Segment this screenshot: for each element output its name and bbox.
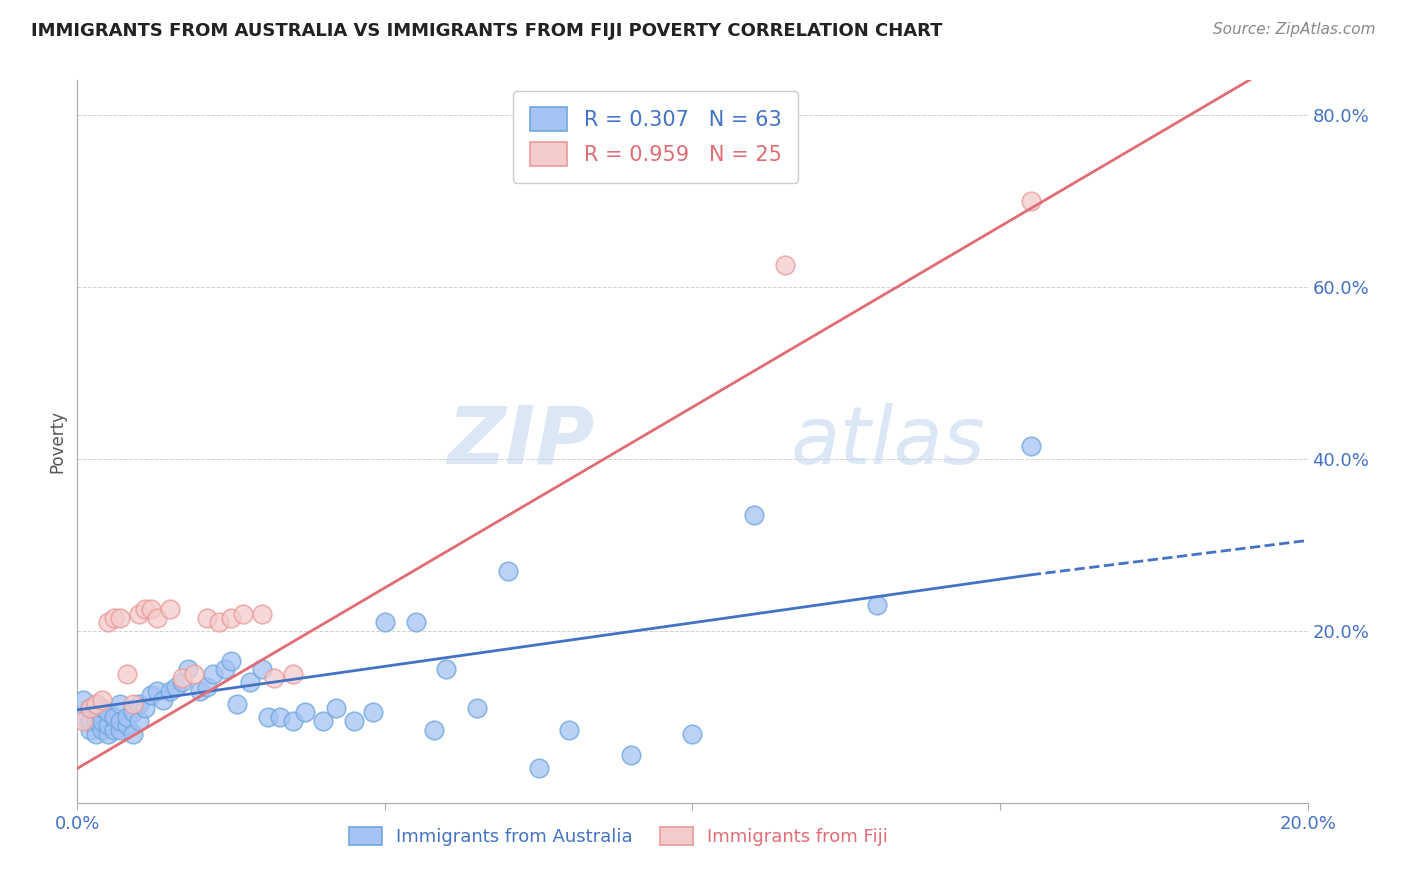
- Point: [361, 706, 384, 720]
- Point: [84, 706, 107, 720]
- Point: [496, 564, 519, 578]
- Point: [141, 602, 163, 616]
- Point: [103, 710, 125, 724]
- Point: [281, 666, 304, 681]
- Point: [121, 727, 143, 741]
- Point: [773, 258, 796, 272]
- Point: [423, 723, 446, 737]
- Point: [620, 748, 643, 763]
- Point: [103, 611, 125, 625]
- Point: [121, 697, 143, 711]
- Point: [90, 714, 114, 728]
- Point: [146, 684, 169, 698]
- Point: [97, 727, 120, 741]
- Point: [312, 714, 335, 728]
- Point: [465, 701, 488, 715]
- Point: [281, 714, 304, 728]
- Text: Source: ZipAtlas.com: Source: ZipAtlas.com: [1212, 22, 1375, 37]
- Legend: Immigrants from Australia, Immigrants from Fiji: Immigrants from Australia, Immigrants fr…: [340, 818, 897, 855]
- Text: IMMIGRANTS FROM AUSTRALIA VS IMMIGRANTS FROM FIJI POVERTY CORRELATION CHART: IMMIGRANTS FROM AUSTRALIA VS IMMIGRANTS …: [31, 22, 942, 40]
- Point: [103, 723, 125, 737]
- Point: [115, 718, 138, 732]
- Point: [294, 706, 316, 720]
- Point: [97, 706, 120, 720]
- Point: [405, 615, 427, 630]
- Point: [97, 718, 120, 732]
- Point: [177, 663, 200, 677]
- Point: [195, 611, 218, 625]
- Point: [115, 710, 138, 724]
- Point: [201, 666, 224, 681]
- Point: [214, 663, 236, 677]
- Point: [269, 710, 291, 724]
- Point: [121, 706, 143, 720]
- Point: [219, 654, 242, 668]
- Point: [1019, 439, 1042, 453]
- Point: [97, 615, 120, 630]
- Point: [325, 701, 347, 715]
- Point: [1019, 194, 1042, 208]
- Point: [84, 697, 107, 711]
- Point: [219, 611, 242, 625]
- Point: [79, 714, 101, 728]
- Point: [527, 761, 550, 775]
- Point: [84, 727, 107, 741]
- Point: [110, 611, 132, 625]
- Point: [134, 602, 156, 616]
- Point: [250, 607, 273, 621]
- Text: ZIP: ZIP: [447, 402, 595, 481]
- Point: [90, 692, 114, 706]
- Point: [79, 701, 101, 715]
- Point: [72, 692, 94, 706]
- Point: [239, 675, 262, 690]
- Point: [250, 663, 273, 677]
- Point: [141, 688, 163, 702]
- Point: [558, 723, 581, 737]
- Point: [146, 611, 169, 625]
- Point: [79, 723, 101, 737]
- Point: [115, 666, 138, 681]
- Point: [72, 714, 94, 728]
- Point: [90, 701, 114, 715]
- Point: [128, 714, 150, 728]
- Point: [188, 684, 212, 698]
- Point: [110, 723, 132, 737]
- Point: [90, 723, 114, 737]
- Point: [232, 607, 254, 621]
- Point: [170, 671, 193, 685]
- Text: atlas: atlas: [792, 402, 986, 481]
- Point: [436, 663, 458, 677]
- Point: [134, 701, 156, 715]
- Point: [226, 697, 249, 711]
- Point: [84, 714, 107, 728]
- Point: [257, 710, 280, 724]
- Point: [159, 684, 181, 698]
- Point: [374, 615, 396, 630]
- Y-axis label: Poverty: Poverty: [48, 410, 66, 473]
- Point: [263, 671, 285, 685]
- Point: [208, 615, 231, 630]
- Point: [159, 602, 181, 616]
- Point: [170, 675, 193, 690]
- Point: [128, 607, 150, 621]
- Point: [110, 697, 132, 711]
- Point: [682, 727, 704, 741]
- Point: [165, 680, 187, 694]
- Point: [152, 692, 174, 706]
- Point: [72, 710, 94, 724]
- Point: [742, 508, 765, 522]
- Point: [79, 701, 101, 715]
- Point: [84, 697, 107, 711]
- Point: [183, 666, 205, 681]
- Point: [195, 680, 218, 694]
- Point: [128, 697, 150, 711]
- Point: [343, 714, 366, 728]
- Point: [866, 598, 889, 612]
- Point: [110, 714, 132, 728]
